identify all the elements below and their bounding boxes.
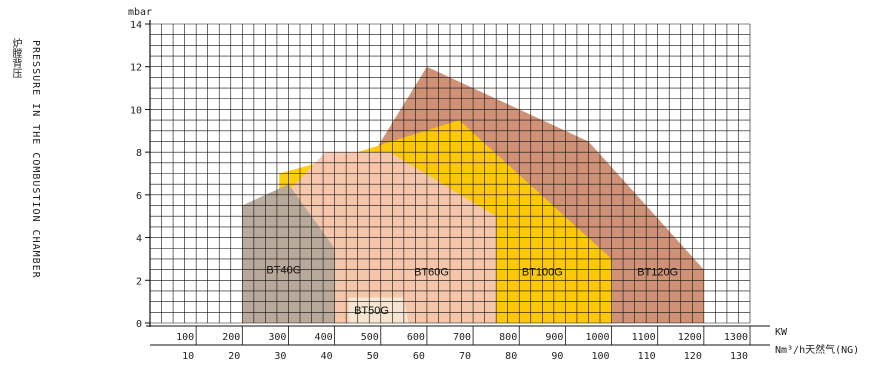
- x-tick-label-kw: 600: [407, 332, 425, 343]
- x-tick-label-kw: 900: [545, 332, 563, 343]
- x-tick-label-ng: 10: [182, 351, 194, 362]
- x-tick-label-ng: 60: [413, 351, 425, 362]
- y-tick-label: 10: [130, 105, 142, 116]
- x-tick-label-kw: 800: [499, 332, 517, 343]
- x-tick-label-kw: 700: [453, 332, 471, 343]
- x-tick-label-kw: 500: [361, 332, 379, 343]
- x-tick-label-kw: 100: [176, 332, 194, 343]
- x-tick-label-ng: 130: [730, 351, 748, 362]
- x-tick-label-ng: 70: [459, 351, 471, 362]
- x-tick-label-kw: 1300: [724, 332, 748, 343]
- series-label-bt120g: BT120G: [637, 267, 678, 279]
- x-tick-label-ng: 40: [321, 351, 333, 362]
- x-tick-label-kw: 300: [268, 332, 286, 343]
- x-axis-unit-kw: KW: [775, 327, 788, 338]
- y-tick-label: 4: [136, 234, 142, 245]
- x-tick-label-ng: 120: [684, 351, 702, 362]
- y-tick-label: 2: [136, 276, 142, 287]
- y-tick-label: 0: [136, 319, 142, 330]
- x-tick-label-kw: 200: [222, 332, 240, 343]
- y-tick-label: 6: [136, 191, 142, 202]
- x-tick-label-kw: 1200: [678, 332, 702, 343]
- y-tick-label: 12: [130, 63, 142, 74]
- series-label-bt40g: BT40G: [266, 265, 301, 277]
- series-label-bt50g: BT50G: [354, 305, 389, 317]
- x-tick-label-ng: 100: [591, 351, 609, 362]
- y-axis-label-english: PRESSURE IN THE COMBUSTION CHAMBER: [30, 40, 41, 279]
- series-label-bt60g: BT60G: [414, 267, 449, 279]
- area-bt50g: [348, 297, 409, 323]
- y-axis-unit: mbar: [128, 7, 152, 18]
- x-tick-label-ng: 50: [367, 351, 379, 362]
- x-tick-label-ng: 30: [274, 351, 286, 362]
- y-tick-label: 8: [136, 148, 142, 159]
- y-tick-label: 14: [130, 20, 142, 31]
- series-label-bt100g: BT100G: [522, 267, 563, 279]
- x-tick-label-kw: 1100: [632, 332, 656, 343]
- y-axis-label-chinese: 炉膛背压: [10, 38, 21, 78]
- x-tick-label-ng: 90: [551, 351, 563, 362]
- x-tick-label-kw: 1000: [585, 332, 609, 343]
- x-tick-label-ng: 110: [638, 351, 656, 362]
- x-axis-unit-ng: Nm³/h天然气(NG): [775, 343, 859, 356]
- x-tick-label-kw: 400: [315, 332, 333, 343]
- x-tick-label-ng: 20: [228, 351, 240, 362]
- x-tick-label-ng: 80: [505, 351, 517, 362]
